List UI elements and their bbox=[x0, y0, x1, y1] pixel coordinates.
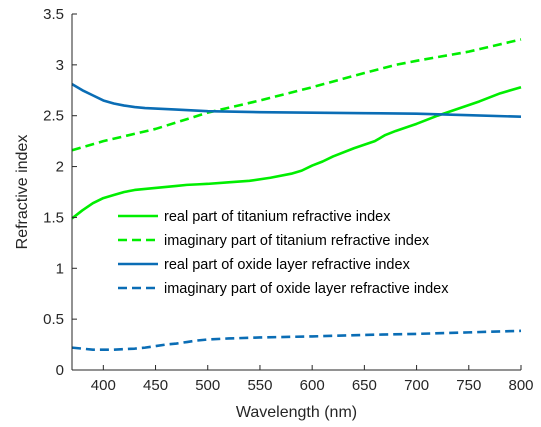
y-tick-label: 1 bbox=[56, 260, 64, 277]
y-tick-label: 0.5 bbox=[43, 311, 64, 328]
x-tick-label: 400 bbox=[91, 377, 116, 394]
y-tick-label: 2.5 bbox=[43, 108, 64, 125]
x-tick-label: 800 bbox=[508, 377, 533, 394]
x-tick-label: 450 bbox=[143, 377, 168, 394]
series-line-3 bbox=[71, 83, 522, 119]
y-tick-label: 3 bbox=[56, 57, 64, 74]
y-tick-label: 3.5 bbox=[43, 6, 64, 23]
x-tick-label: 500 bbox=[195, 377, 220, 394]
legend: real part of titanium refractive index im… bbox=[112, 201, 526, 301]
x-tick-label: 750 bbox=[456, 377, 481, 394]
y-tick-label: 2 bbox=[56, 159, 64, 176]
series-line-4 bbox=[71, 329, 522, 351]
x-tick-label: 700 bbox=[404, 377, 429, 394]
y-tick-label: 1.5 bbox=[43, 209, 64, 226]
plot-background bbox=[72, 14, 521, 370]
x-axis-label: Wavelength (nm) bbox=[236, 404, 357, 421]
x-tick-label: 650 bbox=[352, 377, 377, 394]
series-line-1 bbox=[71, 85, 522, 220]
legend-box bbox=[112, 201, 526, 301]
y-tick-label: 0 bbox=[56, 362, 64, 379]
x-tick-label: 550 bbox=[247, 377, 272, 394]
legend-label-1: real part of titanium refractive index bbox=[164, 209, 391, 225]
series-layer bbox=[71, 38, 522, 351]
plot-area bbox=[72, 14, 521, 370]
axes-layer: 400 450 500 550 600 650 700 750 800 0 0.5 1 1.5 2 2.5 3… bbox=[43, 6, 533, 394]
y-axis-label: Refractive index bbox=[14, 135, 31, 250]
legend-label-4: imaginary part of oxide layer refractive… bbox=[164, 281, 449, 297]
x-tick-label: 600 bbox=[300, 377, 325, 394]
legend-label-3: real part of oxide layer refractive inde… bbox=[164, 257, 411, 273]
legend-label-2: imaginary part of titanium refractive in… bbox=[164, 233, 430, 249]
